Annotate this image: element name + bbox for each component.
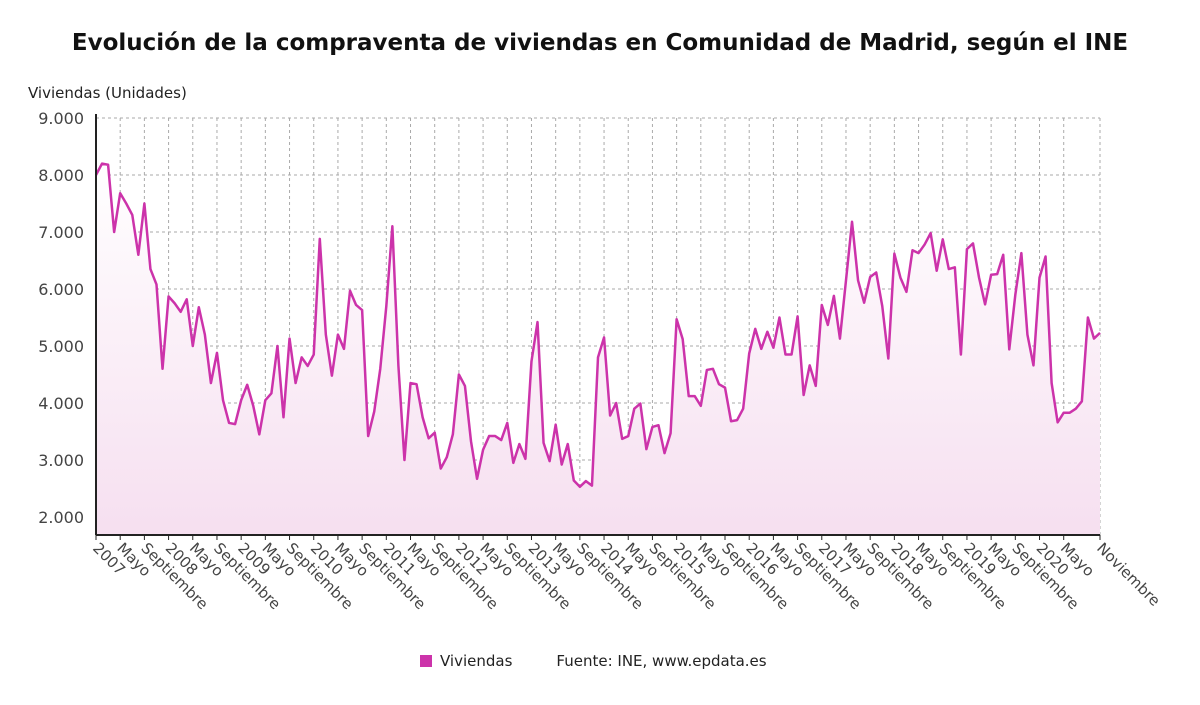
y-tick-label: 4.000 [38, 394, 84, 413]
legend: Viviendas Fuente: INE, www.epdata.es [420, 652, 767, 670]
chart-title: Evolución de la compraventa de viviendas… [71, 30, 1129, 56]
y-tick-label: 9.000 [38, 109, 84, 128]
y-tick-label: 8.000 [38, 166, 84, 185]
y-tick-label: 3.000 [38, 451, 84, 470]
legend-swatch [420, 655, 432, 667]
x-tick-label: Noviembre [1093, 539, 1164, 610]
y-tick-label: 2.000 [38, 508, 84, 527]
y-axis-label: Viviendas (Unidades) [28, 84, 187, 102]
y-tick-label: 7.000 [38, 223, 84, 242]
source-note: Fuente: INE, www.epdata.es [556, 652, 767, 670]
y-tick-label: 6.000 [38, 280, 84, 299]
area-fill [96, 163, 1100, 535]
legend-label: Viviendas [440, 652, 513, 670]
y-tick-label: 5.000 [38, 337, 84, 356]
